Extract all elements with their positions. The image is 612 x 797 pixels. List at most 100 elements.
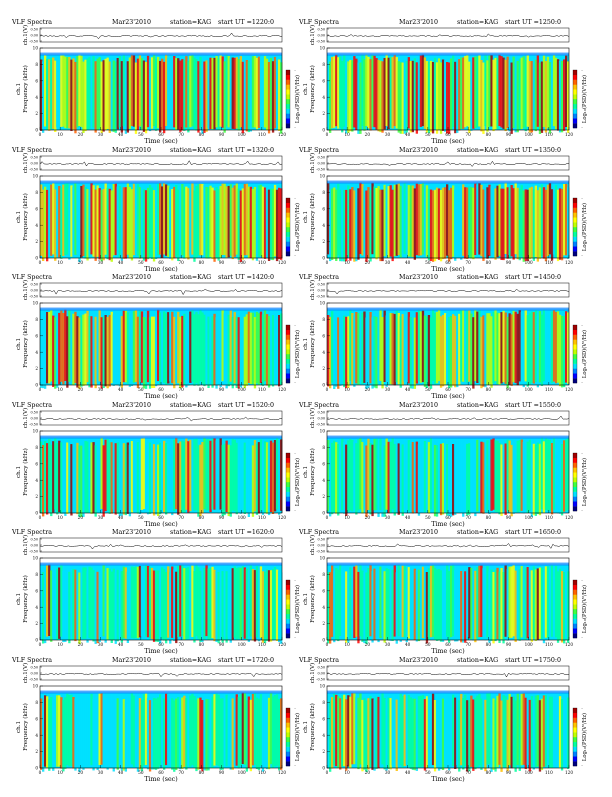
colorbar-segment	[286, 462, 290, 468]
spectral-band	[68, 57, 71, 129]
spectral-band	[110, 60, 113, 132]
spectral-band	[221, 56, 224, 128]
spectral-band	[275, 57, 279, 129]
trace-axis-label: ch.1(V)	[309, 153, 316, 173]
spectral-band	[165, 571, 168, 644]
spectral-band	[181, 184, 184, 256]
panel-station: station=KAG	[457, 19, 498, 26]
spectral-band	[565, 183, 568, 256]
colorbar-segment	[286, 354, 290, 360]
colorbar-segment	[573, 467, 577, 473]
spectral-band	[243, 183, 247, 256]
colorbar-segment	[286, 756, 290, 762]
colorbar-segment	[573, 246, 577, 252]
spectral-band	[223, 695, 226, 767]
spectral-band	[560, 571, 564, 643]
y-tick-label: 10	[320, 301, 326, 306]
colorbar-segment	[286, 501, 290, 507]
spectral-band	[171, 443, 174, 516]
spectral-band	[142, 437, 146, 510]
spectral-band	[201, 183, 204, 256]
spectral-band	[470, 59, 473, 131]
spectral-band	[468, 699, 471, 772]
x-axis-label: Time (sec)	[431, 393, 464, 400]
spectral-band	[199, 570, 202, 643]
spectral-band	[375, 58, 378, 130]
spectral-band	[56, 316, 59, 388]
x-tick-label: 80	[486, 387, 492, 392]
spectral-band	[353, 692, 356, 765]
spectral-band	[504, 443, 507, 515]
x-tick-label: 90	[219, 642, 225, 647]
spectral-band	[42, 700, 45, 772]
spectral-band	[278, 187, 281, 260]
spectral-band	[355, 58, 358, 130]
trace-tick-label: 0.00	[30, 289, 38, 293]
spectral-band	[351, 187, 354, 259]
spectral-band	[245, 700, 249, 772]
spectral-band	[191, 310, 194, 382]
cutoff-band	[40, 52, 282, 56]
y-tick-label: 2	[35, 111, 38, 116]
spectral-band	[484, 568, 487, 641]
spectral-band	[484, 438, 487, 511]
spectral-band	[116, 442, 119, 514]
spectral-band	[377, 696, 380, 769]
spectral-band	[536, 55, 540, 127]
spectral-band	[44, 55, 47, 127]
channel-label: ch.1	[303, 593, 309, 605]
x-tick-label: 10	[344, 260, 350, 265]
colorbar-segment	[573, 358, 577, 364]
spectral-band	[415, 570, 419, 642]
spectral-band	[415, 699, 419, 771]
spectral-band	[128, 57, 132, 129]
spectral-band	[132, 55, 136, 127]
spectral-band	[405, 183, 408, 255]
spectral-band	[433, 700, 437, 772]
colorbar-segment	[573, 623, 577, 629]
colorbar-segment	[286, 453, 290, 459]
spectral-band	[510, 314, 513, 386]
spectral-band	[189, 55, 192, 128]
colorbar-segment	[573, 727, 577, 733]
x-tick-label: 120	[565, 515, 573, 520]
channel-label: ch.1	[16, 338, 22, 350]
spectral-band	[492, 186, 495, 258]
spectral-band	[544, 61, 548, 133]
spectral-band	[128, 565, 132, 637]
spectral-band	[456, 693, 459, 766]
colorbar-segment	[573, 354, 577, 360]
spectral-band	[536, 315, 540, 388]
spectral-band	[548, 567, 552, 640]
spectral-band	[478, 693, 481, 766]
waveform-trace	[326, 288, 570, 295]
x-tick-label: 120	[278, 515, 286, 520]
x-tick-label: 110	[258, 387, 266, 392]
spectrogram-panel: VLF Spectra Mar23'2010 station=KAG start UT…	[298, 657, 588, 783]
colorbar-label: Log₁₀(PSD)(V²/Hz)	[294, 713, 301, 761]
x-tick-label: 40	[118, 132, 124, 137]
colorbar-segment	[286, 722, 290, 728]
spectral-band	[249, 565, 253, 637]
y-tick-label: 4	[322, 223, 325, 228]
spectral-band	[355, 312, 358, 384]
panel-start-ut: start UT =1520:0	[218, 402, 274, 409]
spectral-band	[100, 317, 103, 389]
colorbar-segment	[573, 334, 577, 340]
channel-label: ch.1	[16, 83, 22, 95]
x-tick-label: 0	[39, 387, 42, 392]
colorbar-segment	[573, 712, 577, 718]
spectral-band	[393, 54, 396, 127]
spectral-band	[118, 315, 122, 387]
x-tick-label: 60	[158, 387, 164, 392]
spectral-band	[333, 56, 336, 128]
y-axis-label: Frequency (kHz)	[309, 575, 316, 623]
spectral-band	[177, 697, 180, 769]
spectral-band	[494, 188, 497, 260]
spectral-band	[462, 698, 465, 770]
spectral-band	[191, 438, 194, 510]
colorbar-segment	[286, 584, 290, 590]
spectral-band	[538, 443, 542, 516]
x-tick-label: 90	[506, 387, 512, 392]
spectral-band	[187, 314, 190, 386]
